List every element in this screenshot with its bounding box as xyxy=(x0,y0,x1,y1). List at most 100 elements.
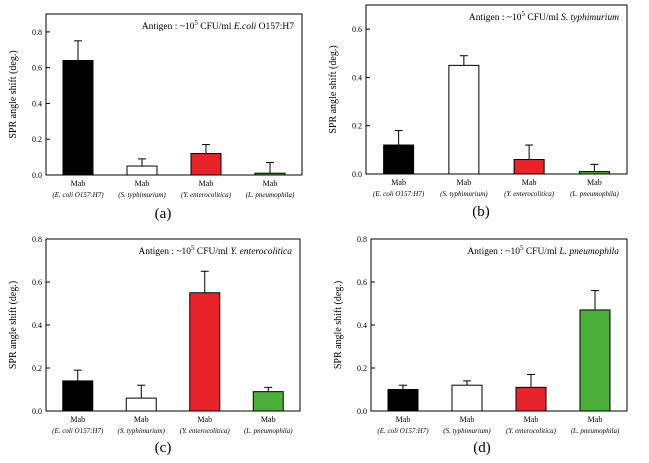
annotation-exponent: 5 xyxy=(191,244,195,252)
category-label: Mab xyxy=(588,415,603,424)
category-label: Mab xyxy=(199,179,214,188)
y-tick-label: 0.6 xyxy=(357,278,367,287)
panel-label: (d) xyxy=(473,440,491,456)
category-sublabel: (S. typhimurium) xyxy=(118,191,166,199)
y-tick-label: 0.2 xyxy=(32,135,42,144)
y-tick-label: 0.8 xyxy=(32,28,42,37)
y-tick-label: 0.4 xyxy=(352,73,362,82)
annotation-prefix: Antigen : ~10 xyxy=(467,247,520,257)
category-label: Mab xyxy=(460,415,475,424)
category-label: Mab xyxy=(524,415,539,424)
bar xyxy=(62,60,94,176)
annotation-organism: E.coli xyxy=(233,22,257,32)
category-label: Mab xyxy=(263,179,278,188)
panel-b: 0.0 0.2 0.4 0.6 SPR angle shift (deg.) Antige… xyxy=(328,4,628,220)
y-tick-label: 0.6 xyxy=(32,64,42,73)
annotation-prefix: Antigen : ~10 xyxy=(142,22,195,32)
y-tick-label: 0.0 xyxy=(32,171,42,180)
bar xyxy=(125,397,157,412)
category-label: Mab xyxy=(391,178,406,187)
annotation-strain: O157:H7 xyxy=(256,22,294,32)
category-sublabel: (L. pneumophila) xyxy=(570,190,619,198)
category-label: Mab xyxy=(457,178,472,187)
category-sublabel: (Y. enterocolitica) xyxy=(506,427,557,435)
y-axis-label: SPR angle shift (deg.) xyxy=(328,45,339,133)
annotation-unit: CFU/ml xyxy=(523,247,559,257)
bar xyxy=(189,292,221,412)
panel-a: 0.0 0.2 0.4 0.6 0.8 SPR angle shift (deg.) Ant… xyxy=(8,13,303,222)
bar xyxy=(451,384,483,412)
panel-d: 0.0 0.2 0.4 0.6 0.8 SPR angle shift (deg.) Ant… xyxy=(333,235,628,456)
y-axis-label: SPR angle shift (deg.) xyxy=(333,281,344,369)
category-sublabel: (E. coli O157:H7) xyxy=(52,427,104,435)
annotation-organism: S. typhimurium xyxy=(561,13,619,23)
category-label: Mab xyxy=(70,415,85,424)
annotation-exponent: 5 xyxy=(522,10,526,18)
antigen-annotation: Antigen : ~105 CFU/ml S. typhimurium xyxy=(469,10,619,23)
panel-label: (c) xyxy=(155,440,172,456)
y-tick-label: 0.4 xyxy=(32,99,42,108)
annotation-organism: Y. enterocolitica xyxy=(230,247,292,257)
bar xyxy=(62,380,94,412)
y-tick-label: 0.2 xyxy=(357,364,367,373)
bar xyxy=(513,159,545,175)
category-label: Mab xyxy=(587,178,602,187)
y-tick-label: 0.0 xyxy=(32,407,42,416)
category-sublabel: (S. typhimurium) xyxy=(440,190,488,198)
antigen-annotation: Antigen : ~105 CFU/ml E.coli O157:H7 xyxy=(142,19,294,32)
category-sublabel: (L. pneumophila) xyxy=(244,427,293,435)
annotation-organism: L. pneumophila xyxy=(558,247,619,257)
annotation-prefix: Antigen : ~10 xyxy=(469,13,522,23)
category-sublabel: (L. pneumophila) xyxy=(246,191,295,199)
annotation-unit: CFU/ml xyxy=(525,13,561,23)
bar xyxy=(252,391,284,412)
y-axis-label: SPR angle shift (deg.) xyxy=(8,50,19,138)
panel-c: 0.0 0.2 0.4 0.6 0.8 SPR angle shift (deg.) Ant… xyxy=(8,235,301,456)
bar xyxy=(578,171,610,175)
category-label: Mab xyxy=(197,415,212,424)
category-label: Mab xyxy=(71,179,86,188)
y-tick-label: 0.2 xyxy=(32,364,42,373)
y-tick-label: 0.6 xyxy=(32,278,42,287)
y-axis-label: SPR angle shift (deg.) xyxy=(8,281,19,369)
category-sublabel: (E. coli O157:H7) xyxy=(373,190,425,198)
panel-label: (b) xyxy=(472,204,490,220)
bar xyxy=(579,309,611,412)
category-sublabel: (E. coli O157:H7) xyxy=(377,427,429,435)
antigen-annotation: Antigen : ~105 CFU/ml L. pneumophila xyxy=(467,244,619,257)
annotation-exponent: 5 xyxy=(194,19,198,27)
category-sublabel: (L. pneumophila) xyxy=(571,427,620,435)
y-tick-label: 0.0 xyxy=(352,170,362,179)
y-tick-label: 0.6 xyxy=(352,25,362,34)
antigen-annotation: Antigen : ~105 CFU/ml Y. enterocolitica xyxy=(138,244,292,257)
category-label: Mab xyxy=(261,415,276,424)
category-sublabel: (Y. enterocolitica) xyxy=(504,190,555,198)
category-label: Mab xyxy=(134,415,149,424)
bar xyxy=(448,64,480,175)
category-sublabel: (E. coli O157:H7) xyxy=(52,191,104,199)
annotation-unit: CFU/ml xyxy=(195,247,231,257)
y-tick-label: 0.8 xyxy=(32,235,42,244)
bar xyxy=(383,144,415,175)
annotation-exponent: 5 xyxy=(520,244,524,252)
annotation-unit: CFU/ml xyxy=(198,22,234,32)
bar xyxy=(515,386,547,412)
y-tick-label: 0.4 xyxy=(357,321,367,330)
category-label: Mab xyxy=(135,179,150,188)
y-tick-label: 0.4 xyxy=(32,321,42,330)
category-label: Mab xyxy=(396,415,411,424)
category-label: Mab xyxy=(522,178,537,187)
y-tick-label: 0.2 xyxy=(352,122,362,131)
bar xyxy=(387,389,419,412)
bar xyxy=(190,153,222,176)
category-sublabel: (Y. enterocolitica) xyxy=(180,427,231,435)
category-sublabel: (Y. enterocolitica) xyxy=(181,191,232,199)
bar xyxy=(126,165,158,176)
bar xyxy=(254,172,286,176)
y-tick-label: 0.8 xyxy=(357,235,367,244)
y-tick-label: 0.0 xyxy=(357,407,367,416)
annotation-prefix: Antigen : ~10 xyxy=(138,247,191,257)
category-sublabel: (S. typhimurium) xyxy=(118,427,166,435)
panel-label: (a) xyxy=(155,206,172,222)
